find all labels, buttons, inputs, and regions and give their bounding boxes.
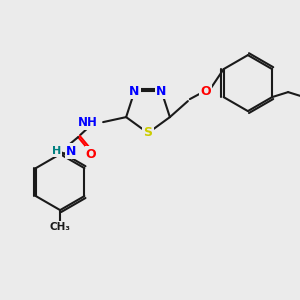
- Text: O: O: [201, 85, 211, 98]
- Text: S: S: [143, 127, 152, 140]
- Text: H: H: [52, 146, 61, 156]
- Text: N: N: [129, 85, 140, 98]
- Text: N: N: [66, 145, 76, 158]
- Text: NH: NH: [78, 116, 98, 129]
- Text: O: O: [86, 148, 96, 160]
- Text: N: N: [156, 85, 167, 98]
- Text: CH₃: CH₃: [50, 222, 70, 232]
